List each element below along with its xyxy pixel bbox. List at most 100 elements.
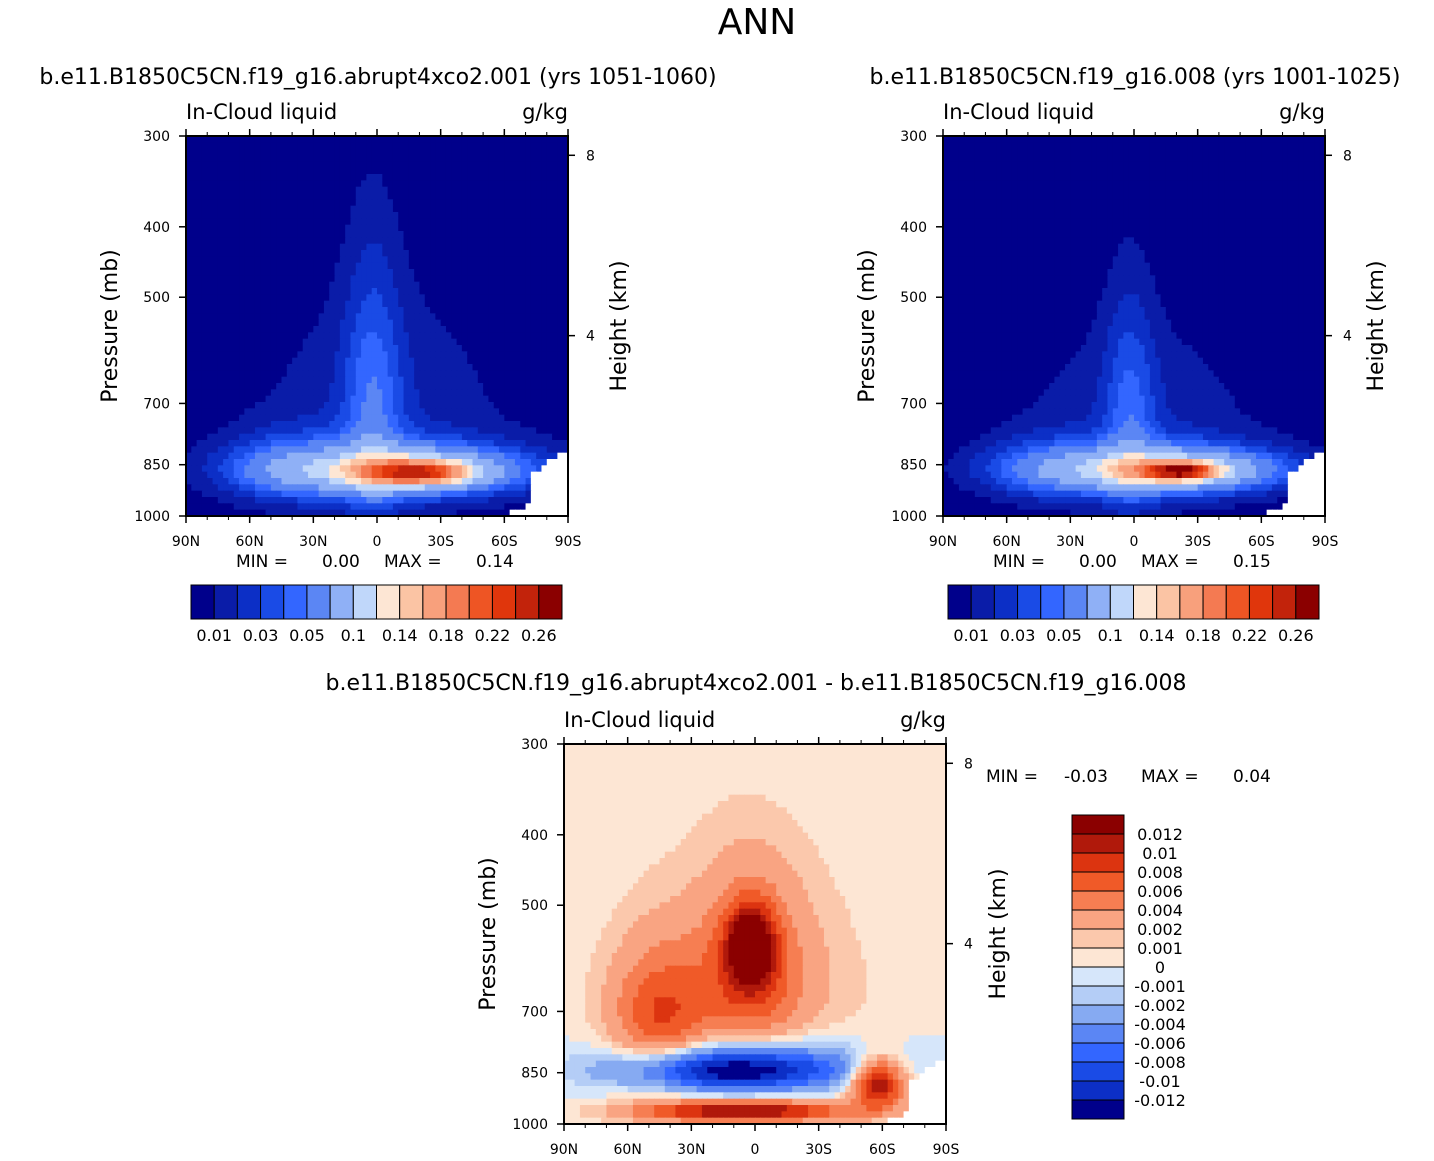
- field-cell: [509, 148, 516, 156]
- field-cell: [1160, 174, 1167, 181]
- field-cell: [233, 408, 240, 416]
- field-cell: [377, 389, 383, 397]
- field-cell: [254, 414, 261, 422]
- field-cell: [387, 319, 394, 327]
- field-cell: [546, 490, 553, 498]
- field-cell: [355, 319, 362, 327]
- field-cell: [254, 288, 261, 295]
- field-cell: [445, 313, 452, 321]
- field-cell: [530, 281, 537, 289]
- field-cell: [504, 395, 511, 403]
- field-cell: [308, 414, 314, 422]
- field-cell: [509, 193, 516, 200]
- field-cell: [228, 288, 235, 295]
- field-cell: [249, 389, 256, 397]
- field-cell: [313, 490, 320, 498]
- field-cell: [456, 136, 463, 143]
- field-cell: [313, 161, 320, 169]
- field-cell: [435, 148, 442, 156]
- field-cell: [186, 136, 192, 143]
- field-cell: [345, 408, 352, 416]
- field-cell: [318, 136, 325, 143]
- field-cell: [302, 465, 309, 473]
- field-cell: [297, 497, 304, 504]
- field-cell: [467, 433, 474, 441]
- field-cell: [270, 509, 277, 516]
- field-cell: [552, 351, 558, 359]
- field-cell: [292, 338, 299, 346]
- field-cell: [191, 332, 198, 340]
- field-cell: [244, 275, 251, 283]
- field-cell: [557, 433, 564, 441]
- field-cell: [552, 446, 558, 454]
- field-cell: [520, 237, 527, 245]
- field-cell: [1303, 142, 1310, 150]
- field-cell: [302, 338, 309, 346]
- field-cell: [313, 281, 320, 289]
- field-cell: [302, 370, 309, 378]
- field-cell: [281, 319, 288, 327]
- field-cell: [223, 319, 230, 327]
- field-cell: [1287, 136, 1294, 143]
- field-cell: [1102, 174, 1109, 181]
- field-cell: [191, 205, 198, 213]
- field-cell: [530, 395, 537, 403]
- field-cell: [525, 402, 532, 409]
- field-cell: [557, 212, 564, 219]
- field-cell: [1144, 180, 1151, 188]
- field-cell: [536, 148, 543, 156]
- field-cell: [361, 224, 367, 232]
- field-cell: [440, 395, 447, 403]
- field-cell: [212, 136, 219, 143]
- field-cell: [440, 440, 447, 447]
- field-cell: [456, 421, 463, 428]
- field-cell: [1027, 161, 1034, 169]
- field-cell: [286, 503, 293, 511]
- field-cell: [308, 218, 314, 226]
- field-cell: [308, 199, 314, 207]
- field-cell: [392, 332, 399, 340]
- field-cell: [398, 237, 405, 245]
- field-cell: [233, 332, 240, 340]
- field-cell: [1266, 174, 1273, 181]
- field-cell: [557, 383, 564, 390]
- field-cell: [371, 275, 378, 283]
- field-cell: [456, 465, 463, 473]
- field-cell: [313, 389, 320, 397]
- field-cell: [233, 478, 240, 485]
- field-cell: [536, 452, 543, 460]
- field-cell: [424, 440, 431, 447]
- field-cell: [318, 281, 325, 289]
- field-cell: [530, 433, 537, 441]
- field-cell: [419, 395, 426, 403]
- field-cell: [1224, 148, 1231, 156]
- field-cell: [233, 421, 240, 428]
- field-cell: [1059, 161, 1066, 169]
- field-cell: [260, 243, 267, 251]
- field-cell: [504, 193, 511, 200]
- field-cell: [562, 262, 568, 270]
- field-cell: [318, 452, 325, 460]
- field-cell: [313, 345, 320, 352]
- field-cell: [355, 180, 362, 188]
- field-cell: [228, 161, 235, 169]
- field-cell: [1181, 161, 1188, 169]
- field-cell: [509, 351, 516, 359]
- field-cell: [419, 237, 426, 245]
- field-cell: [254, 243, 261, 251]
- field-cell: [329, 484, 336, 492]
- field-cell: [408, 440, 415, 447]
- field-cell: [1139, 167, 1146, 175]
- field-cell: [477, 237, 484, 245]
- field-cell: [350, 351, 357, 359]
- field-cell: [186, 174, 192, 181]
- field-cell: [419, 275, 426, 283]
- field-cell: [371, 509, 378, 516]
- field-cell: [265, 294, 272, 302]
- field-cell: [207, 326, 214, 333]
- field-cell: [239, 440, 245, 447]
- field-cell: [196, 389, 203, 397]
- field-cell: [212, 174, 219, 181]
- field-cell: [329, 262, 336, 270]
- field-cell: [292, 490, 299, 498]
